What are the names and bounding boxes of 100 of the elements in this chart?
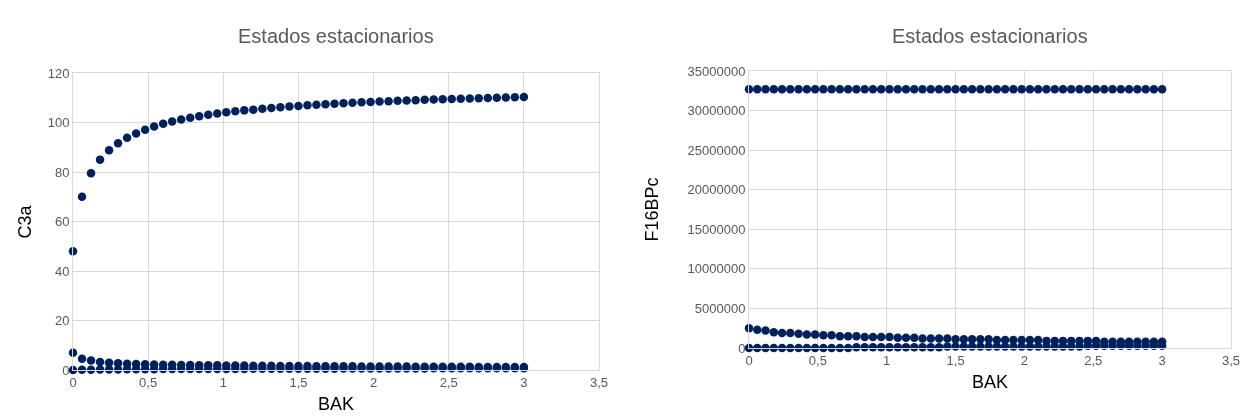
point	[943, 84, 952, 94]
point	[1124, 84, 1134, 94]
x-tick-label: 2,5	[439, 374, 458, 390]
point	[77, 354, 87, 364]
point	[777, 84, 787, 94]
point	[967, 84, 977, 94]
y-tick-label: 5000000	[694, 300, 746, 316]
point	[86, 168, 96, 178]
point	[492, 93, 502, 102]
y-tick-label: 80	[54, 164, 70, 180]
y-tick-label: 35000000	[687, 63, 746, 79]
point	[926, 334, 936, 343]
point	[204, 110, 213, 120]
point	[222, 108, 231, 117]
point	[827, 331, 836, 340]
point	[303, 100, 312, 110]
point	[918, 84, 927, 94]
point	[761, 326, 770, 335]
point	[276, 102, 285, 112]
point	[918, 334, 927, 343]
point	[1050, 84, 1059, 94]
point	[901, 333, 911, 342]
y-tick-label: 15000000	[687, 221, 746, 237]
point	[893, 84, 902, 94]
point	[1033, 84, 1043, 94]
point	[285, 102, 294, 111]
point	[959, 84, 969, 94]
point	[176, 115, 186, 124]
point	[393, 96, 402, 105]
point	[510, 93, 520, 102]
point	[934, 84, 944, 94]
point	[1058, 84, 1068, 94]
point	[910, 84, 919, 94]
point	[1075, 84, 1084, 94]
point	[876, 84, 886, 94]
x-tick-label: 2	[369, 374, 378, 390]
x-tick-label: 3	[1158, 352, 1166, 368]
point	[465, 94, 474, 103]
point	[194, 112, 204, 121]
point	[411, 95, 420, 105]
point	[240, 106, 249, 115]
point	[885, 332, 894, 342]
point	[158, 119, 168, 128]
point	[1133, 84, 1142, 94]
point	[819, 84, 828, 94]
y-tick-label: 0	[62, 362, 70, 378]
point	[1108, 84, 1117, 94]
point	[420, 95, 429, 104]
point	[113, 139, 123, 148]
point	[992, 84, 1002, 94]
point	[312, 100, 321, 109]
y-tick-label: 100	[47, 115, 70, 131]
point	[95, 155, 105, 164]
point	[474, 94, 484, 103]
x-tick-label: 1	[219, 374, 227, 390]
point	[1091, 84, 1101, 94]
point	[131, 129, 141, 138]
point	[876, 332, 886, 342]
point	[885, 84, 894, 94]
point	[753, 84, 762, 94]
point	[976, 84, 985, 94]
point	[1083, 84, 1093, 94]
point	[483, 93, 493, 103]
point	[1100, 84, 1109, 94]
point	[122, 133, 132, 143]
point	[910, 333, 919, 342]
x-tick-label: 1,5	[289, 374, 308, 390]
point	[438, 94, 447, 104]
point	[213, 109, 222, 118]
x-axis-title: BAK	[972, 372, 1009, 392]
y-tick-label: 0	[738, 340, 746, 356]
point	[429, 95, 438, 104]
x-tick-label: 0,5	[808, 352, 827, 368]
point	[802, 84, 812, 94]
y-tick-label: 120	[47, 65, 70, 81]
point	[835, 331, 845, 341]
point	[294, 101, 303, 111]
point	[519, 92, 529, 102]
point	[321, 99, 330, 109]
point	[104, 145, 114, 155]
point	[868, 84, 878, 94]
point	[447, 94, 456, 104]
point	[267, 103, 276, 113]
point	[843, 84, 853, 94]
y-tick-label: 40	[54, 263, 70, 279]
point	[794, 329, 803, 338]
point	[1000, 84, 1010, 94]
x-tick-label: 2,5	[1084, 352, 1103, 368]
point	[893, 333, 902, 342]
point	[777, 328, 787, 338]
point	[926, 84, 936, 94]
point	[1116, 84, 1126, 94]
point	[501, 93, 511, 102]
x-tick-label: 1	[883, 352, 891, 368]
point	[984, 84, 993, 94]
x-tick-label: 1,5	[946, 352, 965, 368]
point	[1025, 84, 1035, 94]
point	[456, 94, 465, 103]
point	[348, 98, 357, 107]
point	[951, 84, 960, 94]
